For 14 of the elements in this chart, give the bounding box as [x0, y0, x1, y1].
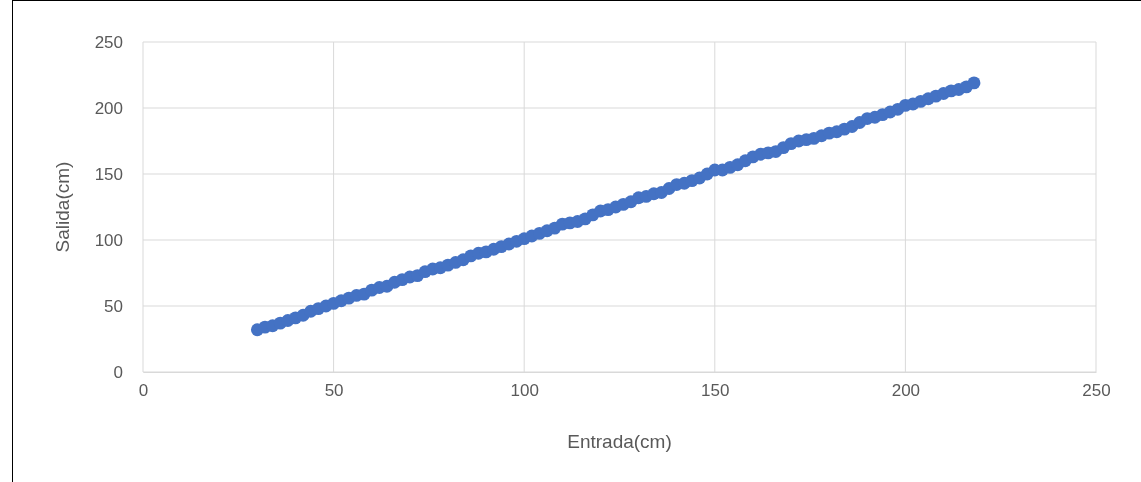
- x-tick-label: 100: [510, 381, 539, 401]
- x-axis-title: Entrada(cm): [567, 431, 672, 452]
- x-tick-label: 0: [138, 381, 149, 401]
- y-tick-label: 100: [94, 230, 123, 250]
- x-tick-label: 150: [701, 381, 730, 401]
- y-tick-label: 0: [113, 362, 123, 382]
- y-tick-label: 200: [94, 98, 123, 118]
- y-tick-label: 50: [104, 296, 123, 316]
- x-tick-label: 250: [1082, 381, 1111, 401]
- x-tick-label: 200: [891, 381, 921, 401]
- y-tick-label: 150: [94, 164, 123, 184]
- y-tick-label: 250: [94, 32, 123, 52]
- x-tick-label: 50: [324, 381, 344, 401]
- y-axis-title: Salida(cm): [52, 161, 73, 253]
